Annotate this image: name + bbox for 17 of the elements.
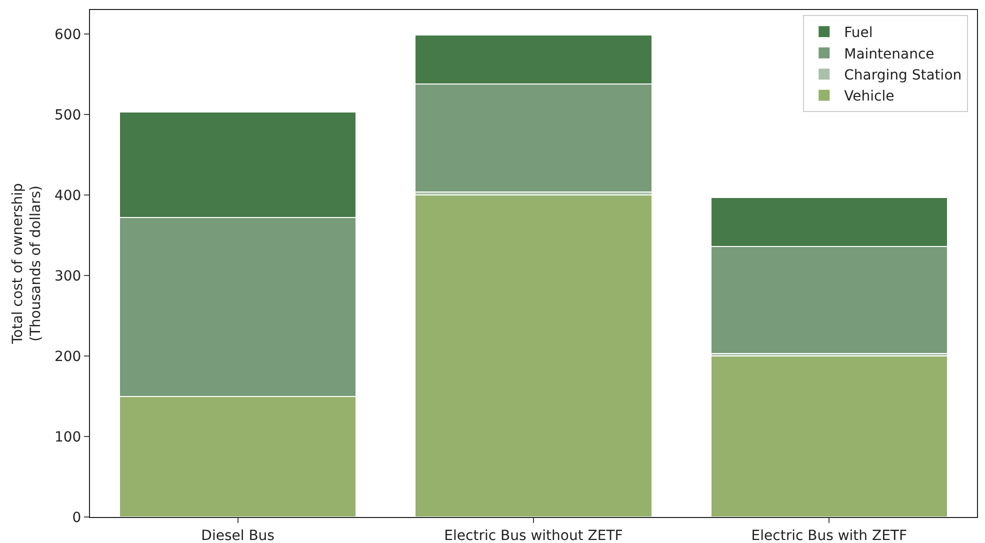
legend-label: Fuel bbox=[844, 25, 873, 42]
x-tick-label: Electric Bus with ZETF bbox=[751, 528, 908, 543]
bar bbox=[710, 356, 948, 517]
bar bbox=[414, 194, 652, 517]
x-tick-label: Diesel Bus bbox=[201, 528, 274, 543]
y-tick-label: 100 bbox=[54, 429, 82, 446]
legend-label: Charging Station bbox=[844, 68, 962, 84]
y-tick-label: 500 bbox=[54, 108, 82, 124]
legend-label: Vehicle bbox=[844, 88, 894, 105]
y-tick-label: 200 bbox=[54, 348, 82, 365]
x-tick-label: Electric Bus without ZETF bbox=[444, 528, 623, 543]
y-tick-label: 400 bbox=[54, 188, 82, 204]
y-axis-title: Total cost of ownership (Thousands of dollars) bbox=[10, 182, 44, 345]
y-tick-label: 300 bbox=[54, 268, 82, 284]
y-tick-label: 600 bbox=[54, 27, 82, 44]
legend-label: Maintenance bbox=[844, 46, 934, 62]
y-tick-label: 0 bbox=[72, 510, 82, 526]
